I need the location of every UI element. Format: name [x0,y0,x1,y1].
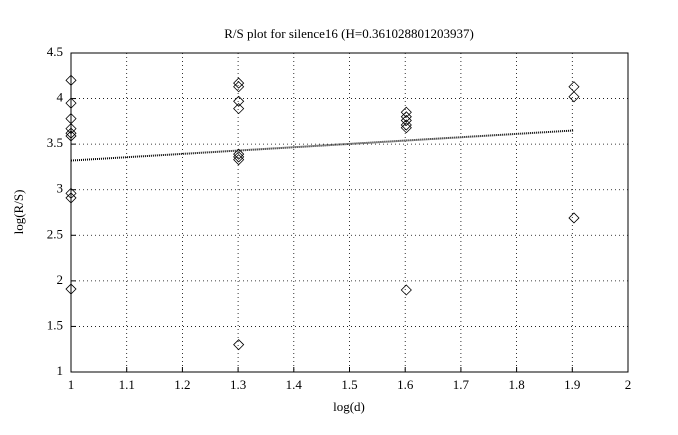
point [233,103,245,115]
y-tick-label: 1 [57,363,64,378]
y-tick-label: 2 [57,272,64,287]
point [65,97,77,109]
point [65,187,77,199]
point [65,283,77,295]
chart-title: R/S plot for silence16 (H=0.361028801203… [224,26,474,41]
point [400,284,412,296]
point [233,154,245,166]
point [568,212,580,224]
x-tick-label: 1.6 [397,377,414,392]
point [400,114,412,127]
point [400,119,412,131]
y-tick-label: 3.5 [47,135,63,150]
point [65,123,77,135]
x-tick-label: 1.7 [453,377,470,392]
y-tick-label: 2.5 [47,226,63,241]
x-tick-label: 1.5 [341,377,357,392]
point [400,111,412,123]
x-tick-label: 1 [68,377,75,392]
point [65,127,77,139]
y-tick-label: 1.5 [47,317,63,332]
y-tick-label: 4 [57,90,64,105]
point [233,151,245,163]
point [65,74,77,86]
point [400,106,412,118]
x-tick-label: 1.3 [230,377,246,392]
x-tick-label: 1.4 [286,377,303,392]
x-tick-label: 1.8 [508,377,524,392]
y-tick-label: 4.5 [47,44,63,59]
point [400,122,412,134]
x-tick-label: 1.2 [174,377,190,392]
point [233,81,245,93]
x-tick-label: 1.9 [564,377,580,392]
point [65,130,77,142]
point [233,148,245,160]
point [568,91,580,103]
x-tick-label: 1.1 [119,377,135,392]
point [233,77,245,89]
y-tick-label: 3 [57,181,64,196]
x-axis-label: log(d) [333,399,365,414]
y-axis-label: log(R/S) [11,190,26,235]
x-tick-label: 2 [625,377,632,392]
point [65,192,77,204]
point [233,339,245,351]
point [233,95,245,107]
plot-frame [70,52,629,373]
